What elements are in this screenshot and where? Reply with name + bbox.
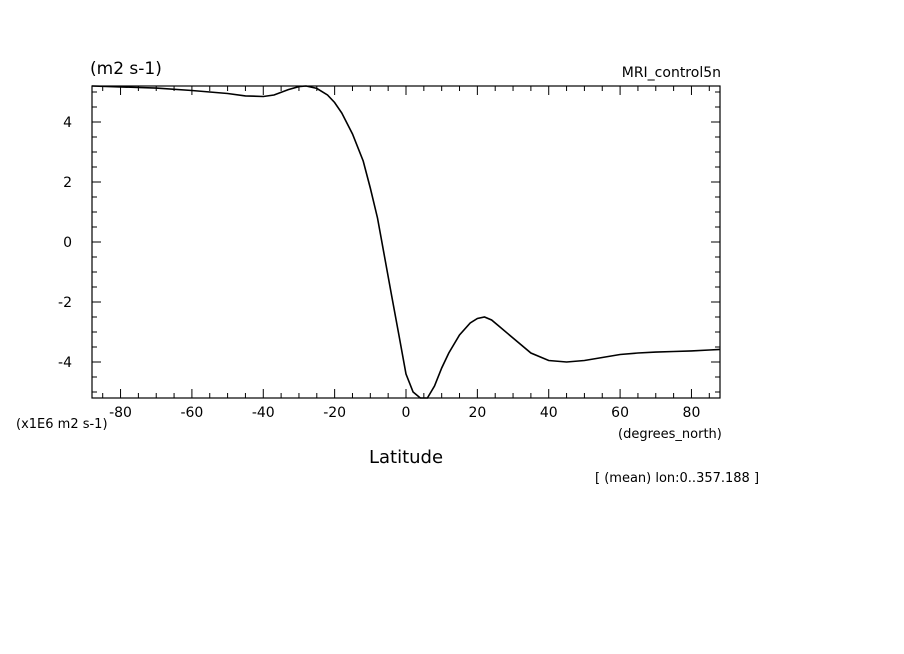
- y-tick-labels: 4 2 0 -2 -4: [58, 115, 72, 371]
- dataset-label: MRI_control5n: [622, 65, 721, 81]
- x-tick-label: 40: [540, 405, 558, 421]
- x-tick-label: -20: [323, 405, 346, 421]
- series-line: [91, 85, 721, 399]
- y-tick-label: 2: [63, 175, 72, 191]
- x-tick-label: -60: [180, 405, 203, 421]
- plot-frame: [91, 85, 721, 399]
- x-tick-label: -40: [252, 405, 275, 421]
- x-tick-label: 60: [611, 405, 629, 421]
- y-tick-label: -2: [58, 295, 72, 311]
- axis-ticks: [92, 86, 720, 398]
- x-tick-labels: -80 -60 -40 -20 0 20 40 60 80: [109, 405, 700, 421]
- x-tick-label: -80: [109, 405, 132, 421]
- y-tick-label: -4: [58, 355, 72, 371]
- footnote: [ (mean) lon:0..357.188 ]: [595, 471, 759, 486]
- x-tick-label: 20: [468, 405, 486, 421]
- units-label: (m2 s-1): [90, 59, 162, 79]
- x-axis-title: Latitude: [369, 447, 443, 468]
- scale-label: (x1E6 m2 s-1): [16, 417, 108, 432]
- x-units-label: (degrees_north): [618, 427, 722, 442]
- x-tick-label: 0: [402, 405, 411, 421]
- x-tick-label: 80: [683, 405, 701, 421]
- y-tick-label: 0: [63, 235, 72, 251]
- y-tick-label: 4: [63, 115, 72, 131]
